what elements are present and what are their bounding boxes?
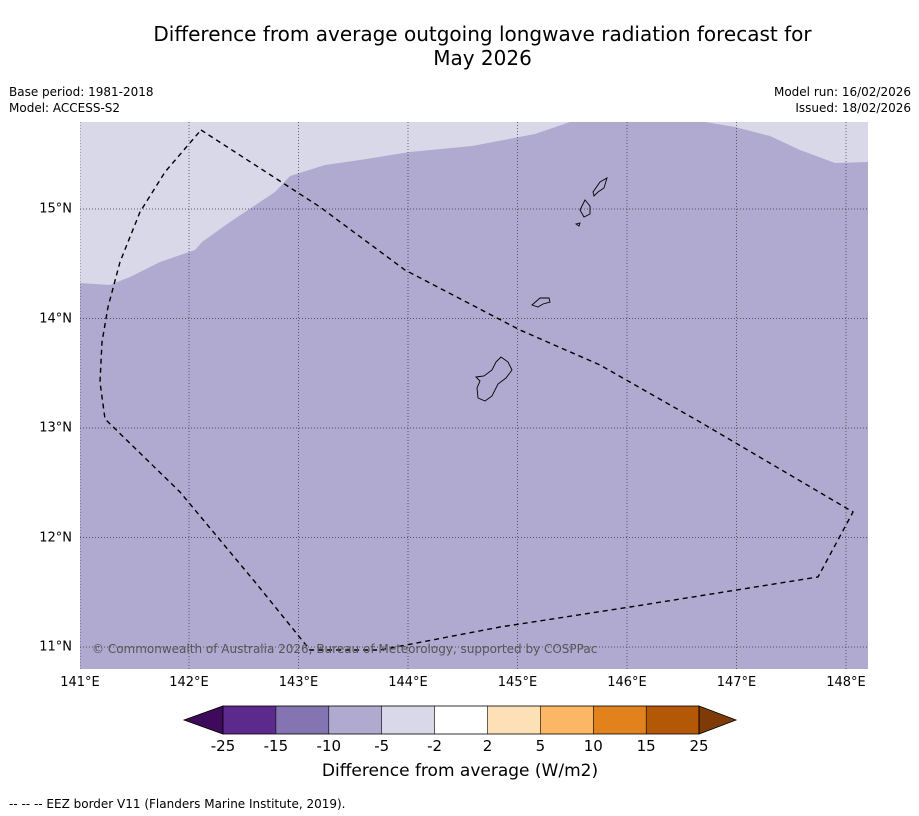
island-rota	[531, 297, 551, 308]
copyright-notice: © Commonwealth of Australia 2026, Bureau…	[92, 642, 597, 656]
colorbar-bin	[381, 706, 435, 734]
issued-date: Issued: 18/02/2026	[795, 101, 911, 115]
colorbar-label: -2	[427, 737, 443, 755]
island-guam	[475, 356, 513, 402]
map-panel: © Commonwealth of Australia 2026, Bureau…	[80, 122, 868, 669]
colorbar-dividers	[275, 706, 647, 734]
y-tick-label: 14°N	[39, 311, 72, 326]
eez-footnote: -- -- -- EEZ border V11 (Flanders Marine…	[9, 797, 346, 811]
x-tick-label: 148°E	[826, 675, 866, 690]
colorbar-frame	[222, 705, 700, 735]
x-tick-label: 141°E	[60, 675, 100, 690]
y-tick-label: 15°N	[39, 201, 72, 217]
colorbar-label: -10	[316, 737, 342, 755]
colorbar-bin	[223, 706, 276, 734]
model-run: Model run: 16/02/2026	[773, 85, 911, 99]
colorbar-extend-low	[182, 705, 224, 735]
map-title-line2: May 2026	[433, 46, 532, 70]
colorbar-title: Difference from average (W/m2)	[321, 761, 599, 781]
colorbar-bin	[540, 706, 594, 734]
meta-right: Model run: 16/02/2026 Issued: 18/02/2026	[774, 84, 911, 116]
colorbar-bin	[593, 706, 647, 734]
y-tick-label: 12°N	[39, 530, 72, 545]
graticule	[80, 122, 868, 669]
base-period: Base period: 1981-2018	[9, 85, 154, 99]
colorbar-label: 25	[689, 737, 709, 755]
colorbar-extend-high	[698, 705, 738, 735]
map-title: Difference from average outgoing longwav…	[140, 22, 825, 70]
x-tick-label: 142°E	[169, 675, 209, 690]
colorbar-bin	[434, 706, 488, 734]
x-tick-label: 143°E	[278, 675, 319, 690]
x-tick-label: 147°E	[716, 675, 757, 690]
colorbar-bin	[275, 706, 329, 734]
colorbar-label: 5	[535, 737, 546, 755]
colorbar-label: 2	[482, 737, 493, 755]
colorbar-label: 15	[636, 737, 656, 755]
colorbar	[182, 705, 738, 735]
island-aguijan	[574, 222, 581, 227]
x-tick-label: 146°E	[607, 675, 647, 690]
anomaly-field-light-right	[705, 122, 868, 163]
x-tick-label: 145°E	[497, 675, 538, 690]
anomaly-field-light	[80, 122, 570, 285]
x-tick-label: 144°E	[388, 675, 428, 690]
colorbar-label: -25	[210, 737, 236, 755]
colorbar-label: -15	[263, 737, 289, 755]
colorbar-bin	[646, 706, 700, 734]
colorbar-label: 10	[583, 737, 603, 755]
y-tick-label: 11°N	[39, 639, 72, 655]
meta-left: Base period: 1981-2018 Model: ACCESS-S2	[9, 84, 154, 116]
y-tick-label: 13°N	[39, 420, 72, 436]
colorbar-label: -5	[374, 737, 390, 755]
island-tinian	[579, 199, 591, 218]
islands	[475, 177, 608, 402]
map-title-line1: Difference from average outgoing longwav…	[153, 22, 812, 46]
model-name: Model: ACCESS-S2	[9, 101, 121, 115]
colorbar-bin	[328, 706, 382, 734]
island-saipan	[592, 177, 608, 197]
colorbar-bin	[487, 706, 541, 734]
